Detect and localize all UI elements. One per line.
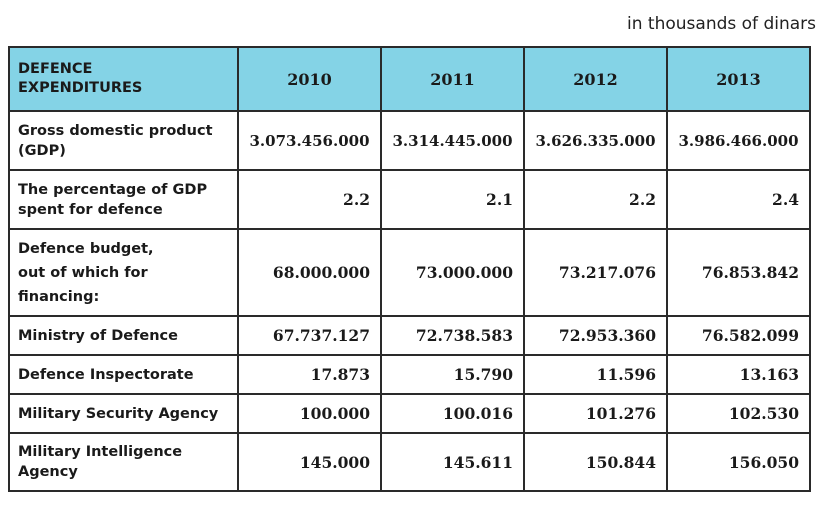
- table-row-ministry-of-defence: Ministry of Defence 67.737.127 72.738.58…: [8, 315, 811, 356]
- table-cell: 15.790: [380, 354, 525, 395]
- table-row-defence-budget: Defence budget, out of which for financi…: [8, 228, 811, 317]
- table-cell: 73.000.000: [380, 228, 525, 317]
- table-cell: 156.050: [666, 432, 811, 492]
- table-row-military-security-agency: Military Security Agency 100.000 100.016…: [8, 393, 811, 434]
- table-cell: 72.953.360: [523, 315, 668, 356]
- row-label: Military Intelligence Agency: [8, 432, 239, 492]
- table-cell: 13.163: [666, 354, 811, 395]
- table-cell: 102.530: [666, 393, 811, 434]
- table-cell: 76.853.842: [666, 228, 811, 317]
- table-cell: 150.844: [523, 432, 668, 492]
- row-label: Military Security Agency: [8, 393, 239, 434]
- table-row-military-intelligence-agency: Military Intelligence Agency 145.000 145…: [8, 432, 811, 492]
- table-cell: 68.000.000: [237, 228, 382, 317]
- table-cell: 145.611: [380, 432, 525, 492]
- table-cell: 3.073.456.000: [237, 110, 382, 171]
- table-cell: 73.217.076: [523, 228, 668, 317]
- defence-expenditures-table: DEFENCE EXPENDITURES 2010 2011 2012 2013…: [8, 46, 811, 492]
- table-cell: 72.738.583: [380, 315, 525, 356]
- header-label: DEFENCE EXPENDITURES: [8, 46, 239, 112]
- table-row-gdp: Gross domestic product (GDP) 3.073.456.0…: [8, 110, 811, 171]
- year-header: 2011: [380, 46, 525, 112]
- table-cell: 2.1: [380, 169, 525, 230]
- year-header: 2013: [666, 46, 811, 112]
- table-cell: 2.2: [237, 169, 382, 230]
- table-row-gdp-percentage: The percentage of GDP spent for defence …: [8, 169, 811, 230]
- table-cell: 3.626.335.000: [523, 110, 668, 171]
- row-label: Ministry of Defence: [8, 315, 239, 356]
- row-label: Defence Inspectorate: [8, 354, 239, 395]
- table-cell: 67.737.127: [237, 315, 382, 356]
- year-header: 2010: [237, 46, 382, 112]
- year-header: 2012: [523, 46, 668, 112]
- table-cell: 145.000: [237, 432, 382, 492]
- header-row: DEFENCE EXPENDITURES 2010 2011 2012 2013: [8, 46, 811, 112]
- table-cell: 11.596: [523, 354, 668, 395]
- table-cell: 100.016: [380, 393, 525, 434]
- table-cell: 3.314.445.000: [380, 110, 525, 171]
- table-cell: 17.873: [237, 354, 382, 395]
- units-note: in thousands of dinars: [627, 14, 816, 34]
- table-row-defence-inspectorate: Defence Inspectorate 17.873 15.790 11.59…: [8, 354, 811, 395]
- row-label: Gross domestic product (GDP): [8, 110, 239, 171]
- table-cell: 100.000: [237, 393, 382, 434]
- row-label: The percentage of GDP spent for defence: [8, 169, 239, 230]
- table-cell: 2.2: [523, 169, 668, 230]
- table-cell: 101.276: [523, 393, 668, 434]
- row-label: Defence budget, out of which for financi…: [8, 228, 239, 317]
- table-cell: 3.986.466.000: [666, 110, 811, 171]
- table-cell: 2.4: [666, 169, 811, 230]
- table-cell: 76.582.099: [666, 315, 811, 356]
